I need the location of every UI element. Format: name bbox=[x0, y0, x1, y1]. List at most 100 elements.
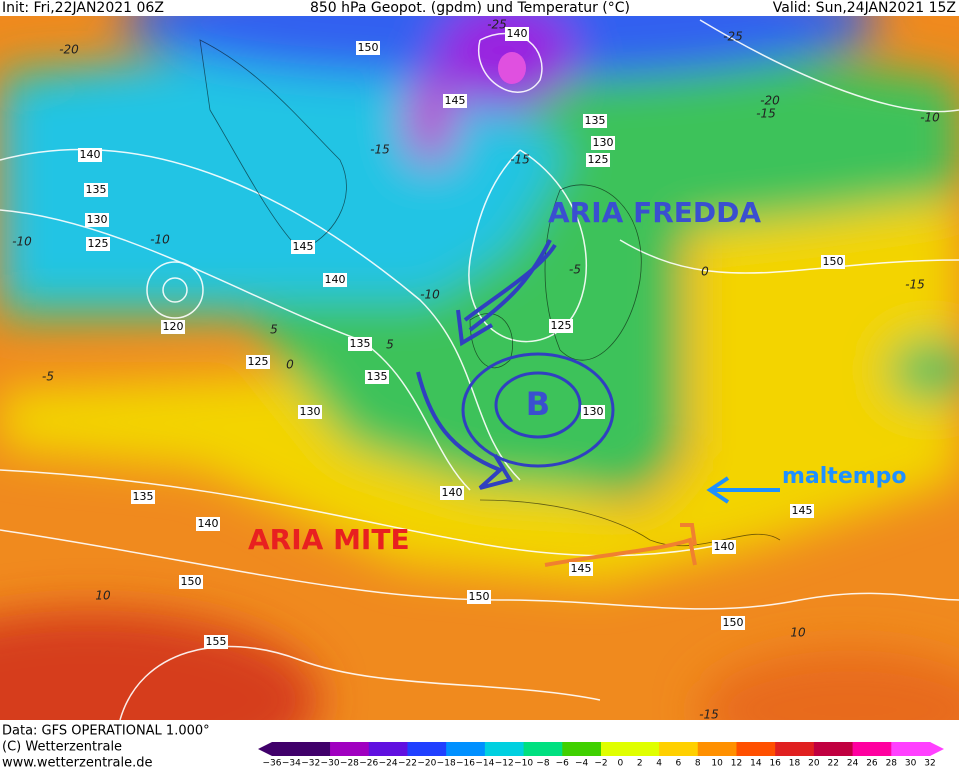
contour-label: 125 bbox=[588, 153, 609, 166]
footer-copyright: (C) Wetterzentrale bbox=[2, 740, 122, 755]
colorbar-end bbox=[930, 742, 944, 756]
contour-label-box bbox=[84, 183, 108, 197]
low-circle bbox=[494, 371, 582, 439]
warm-annotation: ARIA MITE bbox=[248, 523, 410, 556]
colorbar-segment bbox=[852, 742, 873, 756]
colorbar-label: −16 bbox=[456, 759, 475, 769]
warm-arrow bbox=[544, 523, 697, 567]
colorbar-segment bbox=[775, 742, 796, 756]
colorbar-segment bbox=[407, 742, 428, 756]
temperature-label: -15 bbox=[699, 708, 719, 722]
colorbar-label: −26 bbox=[359, 759, 378, 769]
contour-label-box bbox=[365, 370, 389, 384]
colorbar-segment bbox=[639, 742, 660, 756]
contour-label: 125 bbox=[248, 355, 269, 368]
temperature-label: -25 bbox=[487, 18, 507, 32]
flow-arrow bbox=[416, 371, 514, 490]
contour-label-box bbox=[790, 504, 814, 518]
temperature-label: 10 bbox=[790, 626, 806, 640]
low-annotation: B bbox=[526, 385, 550, 423]
contour-label-box bbox=[179, 575, 203, 589]
temperature-label: -20 bbox=[59, 43, 79, 57]
contour-label: 125 bbox=[551, 319, 572, 332]
contour-label: 145 bbox=[293, 240, 314, 253]
contour-label-box bbox=[583, 114, 607, 128]
colorbar-label: 26 bbox=[866, 759, 878, 769]
contour-label-box bbox=[821, 255, 845, 269]
colorbar-label: 12 bbox=[731, 759, 742, 769]
colorbar-segment bbox=[717, 742, 737, 756]
colorbar-label: −12 bbox=[495, 759, 514, 769]
contour-label-box bbox=[86, 237, 110, 251]
contour-label: 125 bbox=[88, 237, 109, 250]
colorbar-segment bbox=[523, 742, 544, 756]
colorbar-label: 0 bbox=[617, 759, 623, 769]
colorbar-label: −36 bbox=[263, 759, 282, 769]
contour-label-box bbox=[440, 486, 464, 500]
colorbar-label: −14 bbox=[475, 759, 494, 769]
colorbar-label: −24 bbox=[379, 759, 398, 769]
header-bar bbox=[0, 0, 959, 16]
colorbar-segment bbox=[736, 742, 757, 756]
colorbar-segment bbox=[871, 742, 892, 756]
colorbar-label: −6 bbox=[556, 759, 570, 769]
colorbar-label: 18 bbox=[789, 759, 801, 769]
temperature-label: -10 bbox=[420, 288, 440, 302]
colorbar-label: 24 bbox=[847, 759, 859, 769]
contour-label-box bbox=[131, 490, 155, 504]
contour-label-box bbox=[246, 355, 270, 369]
storm-annotation: maltempo bbox=[782, 464, 907, 489]
contour-label-box bbox=[505, 27, 529, 41]
contour-label-box bbox=[85, 213, 109, 227]
contour-label-box bbox=[467, 590, 491, 604]
contour-label-box bbox=[591, 136, 615, 150]
colorbar-label: 22 bbox=[828, 759, 839, 769]
colorbar-label: −32 bbox=[301, 759, 320, 769]
colorbar-segment bbox=[330, 742, 350, 756]
storm-arrow bbox=[706, 476, 780, 504]
cold-arrow-stroke bbox=[463, 243, 557, 322]
colorbar-label: −4 bbox=[575, 759, 589, 769]
contour-label-box bbox=[323, 273, 347, 287]
contour-label: 155 bbox=[206, 635, 227, 648]
contour-label: 120 bbox=[163, 320, 184, 333]
colorbar-label: −28 bbox=[340, 759, 359, 769]
colorbar-segment bbox=[910, 742, 931, 756]
contour-label: 130 bbox=[300, 405, 321, 418]
temperature-label: -10 bbox=[12, 235, 32, 249]
init-text: Init: Fri,22JAN2021 06Z bbox=[2, 0, 164, 16]
colorbar-segment bbox=[504, 742, 525, 756]
temperature-label: -15 bbox=[370, 143, 390, 157]
colorbar-label: −8 bbox=[536, 759, 550, 769]
contour-label: 145 bbox=[792, 504, 813, 517]
contour-label: 140 bbox=[507, 27, 528, 40]
temperature-label: 5 bbox=[270, 323, 278, 337]
colorbar-segment bbox=[542, 742, 563, 756]
colorbar-segment bbox=[601, 742, 621, 756]
colorbar-segment bbox=[446, 742, 467, 756]
colorbar-segment bbox=[349, 742, 370, 756]
contour-label: 135 bbox=[367, 370, 388, 383]
contour-label-box bbox=[204, 635, 228, 649]
footer-url: www.wetterzentrale.de bbox=[2, 756, 152, 771]
colorbar-segment bbox=[291, 742, 312, 756]
contour-label: 150 bbox=[823, 255, 844, 268]
contour-label: 140 bbox=[714, 540, 735, 553]
colorbar-segment bbox=[697, 742, 718, 756]
valid-text: Valid: Sun,24JAN2021 15Z bbox=[773, 0, 956, 16]
colorbar-label: 16 bbox=[769, 759, 781, 769]
colorbar-segment bbox=[891, 742, 912, 756]
colorbar-label: −10 bbox=[514, 759, 533, 769]
contour-label: 130 bbox=[593, 136, 614, 149]
contour-label: 130 bbox=[87, 213, 108, 226]
temperature-label: -10 bbox=[150, 233, 170, 247]
contour-label: 130 bbox=[583, 405, 604, 418]
colorbar-segment bbox=[272, 742, 292, 756]
contour-label-box bbox=[298, 405, 322, 419]
temperature-label: 5 bbox=[386, 338, 394, 352]
colorbar-label: −22 bbox=[398, 759, 417, 769]
colorbar-segment bbox=[368, 742, 389, 756]
